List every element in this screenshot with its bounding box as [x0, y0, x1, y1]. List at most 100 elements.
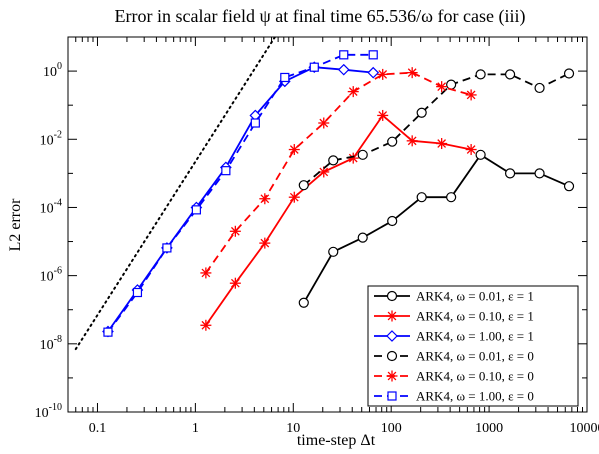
series-5-point-stroke	[466, 90, 476, 100]
series-5-point-stroke	[348, 87, 358, 96]
series-2-point-stroke	[289, 192, 299, 202]
series-6-point	[132, 287, 143, 298]
plot-area: 0.1 1 10 100 1000 10000 10-10 10-8 10-6 10-4 10-2 1…	[35, 36, 599, 436]
series-5-point	[200, 267, 212, 279]
series-4-point	[475, 69, 486, 80]
legend-label: ARK4, ω = 1.00, ε = 1	[416, 329, 534, 344]
data-group	[74, 37, 575, 351]
series-4-point	[387, 136, 398, 147]
series-2-point-stroke	[201, 320, 211, 330]
series-5-point	[288, 144, 300, 156]
series-6-point	[191, 205, 201, 215]
series-1-line	[303, 153, 570, 304]
series-2-point	[406, 135, 418, 147]
legend-box	[367, 285, 579, 407]
series-2-point-stroke	[407, 136, 417, 146]
series-2-point	[229, 277, 241, 289]
series-5-point-stroke	[289, 145, 299, 154]
legend-label: ARK4, ω = 0.10, ε = 0	[416, 369, 534, 384]
series-5	[200, 67, 477, 279]
series-6-point	[103, 327, 113, 337]
series-2-point-stroke	[230, 278, 240, 288]
legend-label: ARK4, ω = 0.01, ε = 0	[416, 349, 534, 364]
series-2-point	[259, 237, 271, 249]
series-2-point	[465, 144, 477, 156]
y-tick-label: 10-2	[40, 129, 62, 148]
legend-marker-stroke	[387, 311, 397, 321]
series-5-point	[377, 68, 389, 80]
x-tick-label: 10	[286, 421, 300, 436]
legend-label: ARK4, ω = 1.00, ε = 0	[416, 389, 534, 404]
series-2-point-stroke	[260, 238, 270, 248]
series-1-point	[534, 168, 545, 179]
y-axis-label: L2 error	[7, 198, 24, 252]
series-5-point-stroke	[260, 194, 270, 204]
plot-frame	[67, 36, 588, 413]
y-tick-label: 10-10	[35, 402, 62, 421]
legend-marker	[386, 290, 398, 302]
series-1-point	[504, 168, 516, 179]
legend-marker	[387, 391, 397, 401]
x-tick-label: 0.1	[89, 421, 107, 436]
legend-marker	[386, 330, 398, 342]
series-4-point	[416, 107, 427, 118]
series-4-point	[563, 68, 575, 79]
series-2-point-stroke	[437, 139, 447, 148]
series-2-point	[377, 109, 389, 121]
series-6	[103, 50, 378, 337]
series-1-point	[328, 246, 339, 257]
series-5-point-stroke	[201, 268, 211, 278]
legend-marker-stroke	[387, 371, 397, 381]
reference-slope-line	[74, 37, 276, 351]
series-5-point	[318, 117, 330, 129]
series-2-point-stroke	[466, 145, 476, 154]
x-tick-label: 1000	[475, 421, 503, 436]
series-2-line	[205, 114, 472, 326]
series-1-point	[387, 215, 398, 227]
legend-marker	[386, 370, 398, 382]
series-1	[298, 149, 575, 308]
series-3-line	[107, 66, 374, 333]
series-1-point	[298, 297, 309, 308]
series-4-point	[534, 82, 545, 94]
x-tick-label: 1	[192, 421, 199, 436]
y-tick-label: 10-4	[40, 197, 62, 216]
series-6-point	[221, 166, 231, 176]
series-6-point	[368, 50, 378, 60]
series-5-point-stroke	[437, 82, 447, 91]
series-5-line	[205, 71, 472, 274]
series-5-point-stroke	[407, 68, 417, 78]
series-5-point	[347, 86, 359, 98]
series-2	[200, 109, 477, 331]
series-1-point	[475, 149, 486, 160]
series-5-point	[229, 225, 241, 237]
legend-label: ARK4, ω = 0.01, ε = 1	[416, 289, 534, 304]
series-5-point	[259, 193, 271, 205]
series-4	[298, 68, 575, 191]
chart-title: Error in scalar field ψ at final time 65…	[115, 6, 526, 27]
series-5-point-stroke	[230, 226, 240, 236]
series-5-point-stroke	[319, 118, 329, 128]
series-6-point	[339, 50, 349, 60]
series-4-line	[303, 72, 570, 186]
series-2-point-stroke	[319, 167, 329, 177]
series-6-point	[250, 118, 260, 128]
series-5-point-stroke	[378, 70, 388, 79]
series-5-point	[406, 67, 418, 79]
series-3-point	[337, 63, 350, 76]
series-2-point-stroke	[348, 153, 358, 163]
y-tick-label: 10-6	[40, 266, 62, 285]
series-6-line	[107, 53, 374, 333]
series-1-point	[357, 232, 368, 243]
legend-label: ARK4, ω = 0.10, ε = 1	[416, 309, 534, 324]
legend-marker	[386, 310, 398, 322]
series-4-point	[298, 180, 309, 191]
series-4-point	[357, 149, 368, 160]
series-4-point	[328, 155, 339, 166]
legend-marker	[386, 350, 398, 362]
series-6-point	[309, 62, 319, 72]
x-tick-label: 100	[381, 421, 402, 436]
series-4-point	[504, 69, 516, 80]
